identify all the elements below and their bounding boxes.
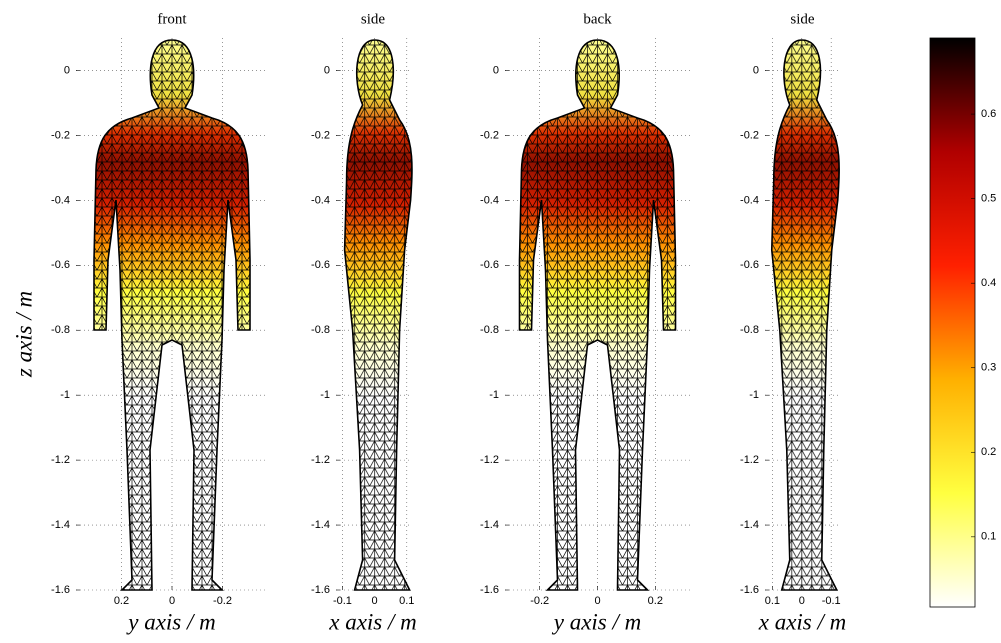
colorbar-tick-label: 0.5 <box>981 193 996 205</box>
y-tick-label: -1.4 <box>740 519 759 531</box>
y-tick-label: -0.8 <box>740 324 759 336</box>
y-tick-label: -1 <box>749 389 759 401</box>
y-tick-label: -0.4 <box>740 194 759 206</box>
y-tick-label: -0.8 <box>480 324 499 336</box>
x-tick-label: -0.1 <box>822 595 841 607</box>
x-tick-label: 0.2 <box>114 595 129 607</box>
x-tick-label: -0.1 <box>333 595 352 607</box>
y-tick-label: -1.2 <box>51 454 70 466</box>
x-tick-label: 0 <box>372 595 378 607</box>
plots: 0 -0.2 -0.4 -0.6 -0.8 -1 -1.2 -1.4 -1.6 0.2 0 -0.2 f… <box>11 11 996 634</box>
y-tick-label: -1.6 <box>740 584 759 596</box>
x-tick-label: -0.2 <box>530 595 549 607</box>
x-tick-label: 0.1 <box>765 595 780 607</box>
y-tick-label: -0.6 <box>480 259 499 271</box>
panel-title: back <box>583 11 612 27</box>
colorbar-tick-label: 0.1 <box>981 531 996 543</box>
y-tick-label: -0.2 <box>51 129 70 141</box>
y-tick-label: -0.6 <box>51 259 70 271</box>
y-tick-label: -1.6 <box>311 584 330 596</box>
colorbar <box>929 37 976 608</box>
x-tick-label: 0 <box>594 595 600 607</box>
y-tick-label: -1.2 <box>740 454 759 466</box>
y-tick-label: -1.4 <box>51 519 70 531</box>
y-tick-label: -0.2 <box>480 129 499 141</box>
panel-title: side <box>790 11 815 27</box>
y-tick-label: -1 <box>489 389 499 401</box>
x-axis-label: y axis / m <box>126 609 216 634</box>
y-axis-label: z axis / m <box>11 291 36 378</box>
y-tick-label: -1 <box>320 389 330 401</box>
panel-title: side <box>361 11 386 27</box>
y-tick-label: -0.6 <box>740 259 759 271</box>
y-tick-label: -1.6 <box>480 584 499 596</box>
y-tick-label: 0 <box>753 64 759 76</box>
y-tick-label: -0.2 <box>311 129 330 141</box>
y-tick-label: -0.4 <box>51 194 70 206</box>
colorbar-tick-label: 0.4 <box>981 277 996 289</box>
x-axis-label: x axis / m <box>328 609 417 634</box>
x-axis-label: x axis / m <box>758 609 847 634</box>
y-tick-label: -0.2 <box>740 129 759 141</box>
x-axis-label: y axis / m <box>552 609 642 634</box>
y-tick-label: -1.2 <box>480 454 499 466</box>
x-tick-label: 0 <box>799 595 805 607</box>
y-tick-label: -1.4 <box>480 519 499 531</box>
colorbar-tick-label: 0.6 <box>981 108 996 120</box>
y-tick-label: 0 <box>493 64 499 76</box>
y-tick-label: -0.6 <box>311 259 330 271</box>
y-tick-label: -0.4 <box>311 194 330 206</box>
x-tick-label: 0.2 <box>648 595 663 607</box>
x-tick-label: -0.2 <box>213 595 232 607</box>
panel-title: front <box>157 11 187 27</box>
y-tick-label: -0.4 <box>480 194 499 206</box>
colorbar-tick-label: 0.3 <box>981 362 996 374</box>
y-tick-label: -0.8 <box>51 324 70 336</box>
y-tick-label: -0.8 <box>311 324 330 336</box>
x-tick-label: 0 <box>169 595 175 607</box>
x-tick-label: 0.1 <box>399 595 414 607</box>
colorbar-tick-label: 0.2 <box>981 446 996 458</box>
y-tick-label: 0 <box>324 64 330 76</box>
y-tick-label: -1.4 <box>311 519 330 531</box>
y-tick-label: -1.6 <box>51 584 70 596</box>
y-tick-label: -1.2 <box>311 454 330 466</box>
y-tick-label: 0 <box>64 64 70 76</box>
y-tick-label: -1 <box>60 389 70 401</box>
